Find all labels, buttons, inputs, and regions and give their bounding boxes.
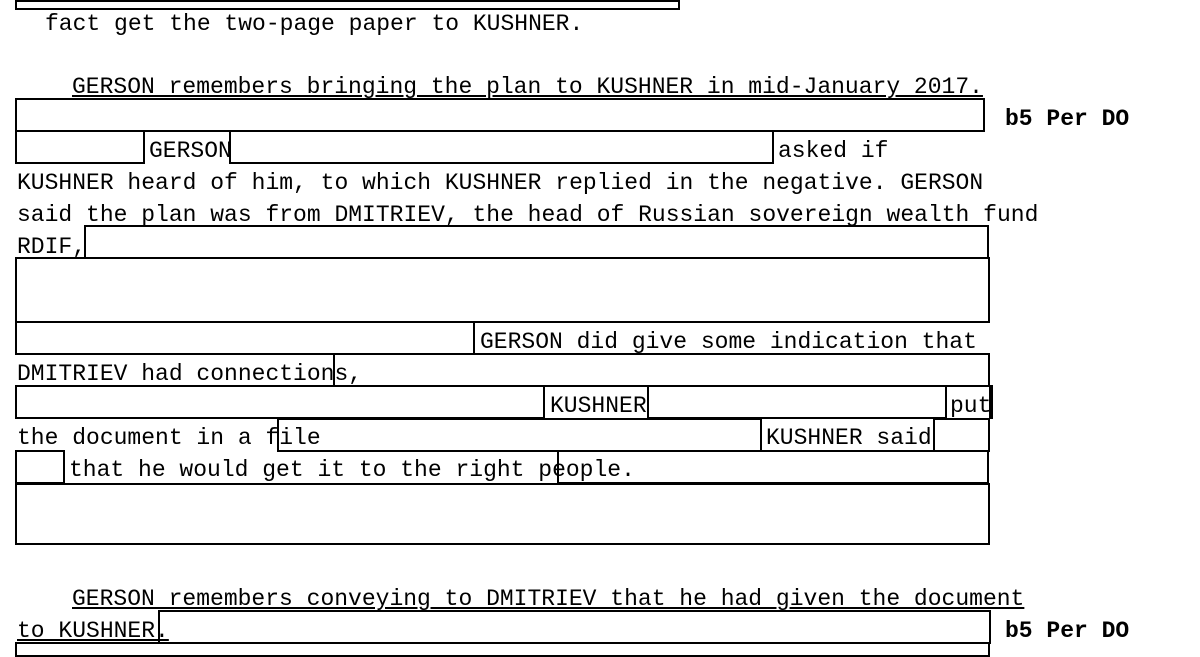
document-text: said the plan was from DMITRIEV, the hea… (17, 204, 1038, 227)
document-text: GERSON did give some indication that (480, 331, 977, 354)
document-page: fact get the two-page paper to KUSHNER. G… (0, 0, 1200, 657)
document-text: RDIF, (17, 236, 86, 259)
redaction-box (15, 0, 680, 10)
document-text: KUSHNER (550, 395, 647, 418)
redaction-box (933, 418, 990, 452)
document-text: DMITRIEV had connections, (17, 363, 362, 386)
redaction-box (15, 385, 545, 419)
redaction-box (15, 642, 990, 657)
redaction-box (15, 257, 990, 323)
document-text: KUSHNER said (766, 427, 932, 450)
document-text: asked if (778, 140, 888, 163)
redaction-box (15, 450, 65, 484)
document-text: put (950, 395, 991, 418)
document-text: GERSON remembers bringing the plan to KU… (72, 76, 983, 99)
document-text: KUSHNER heard of him, to which KUSHNER r… (17, 172, 983, 195)
document-text: that he would get it to the right people… (69, 459, 635, 482)
redaction-box (84, 225, 989, 259)
exemption-code: b5 Per DO (1005, 108, 1129, 131)
redaction-box (15, 321, 475, 355)
exemption-code: b5 Per DO (1005, 620, 1129, 643)
redaction-box (15, 483, 990, 545)
redaction-box (158, 610, 991, 644)
document-text: to KUSHNER. (17, 620, 169, 643)
redaction-box (647, 385, 947, 419)
redaction-box (333, 353, 990, 387)
document-text: the document in a file (17, 427, 321, 450)
document-text: fact get the two-page paper to KUSHNER. (45, 13, 583, 36)
redaction-box (15, 98, 985, 132)
redaction-box (277, 418, 762, 452)
document-text: GERSON (149, 140, 232, 163)
document-text: GERSON remembers conveying to DMITRIEV t… (72, 588, 1024, 611)
redaction-box (15, 130, 145, 164)
redaction-box (229, 130, 774, 164)
